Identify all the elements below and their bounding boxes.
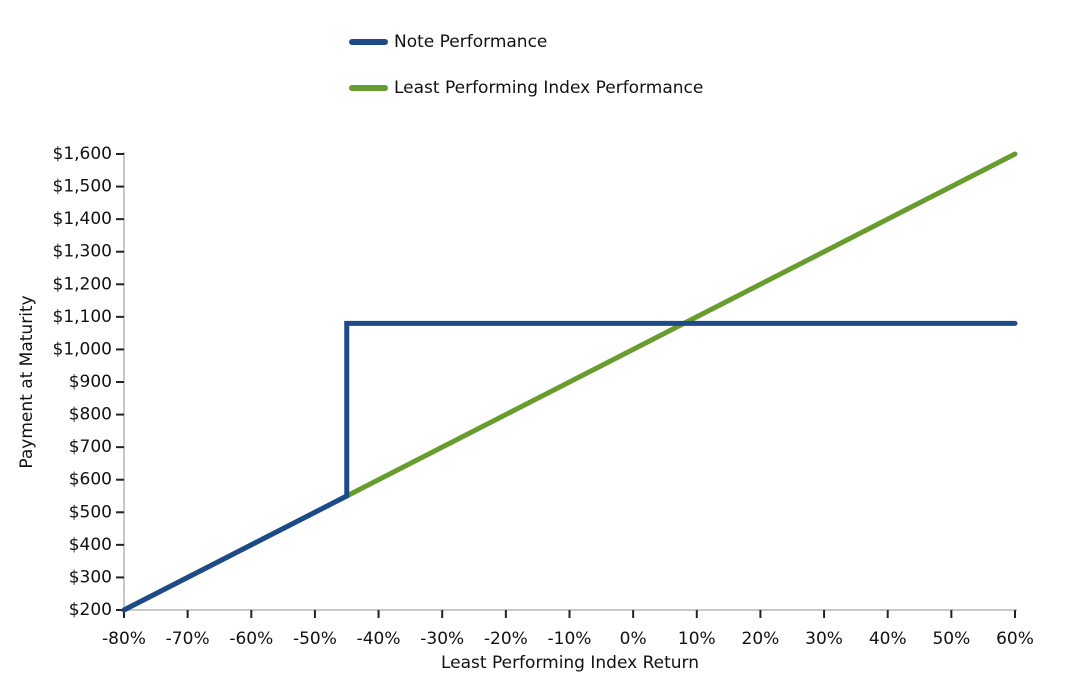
x-tick-label: -20%	[484, 629, 528, 649]
y-tick-label: $800	[69, 405, 112, 425]
x-tick-label: -10%	[548, 629, 592, 649]
y-tick-label: $1,500	[53, 177, 112, 197]
x-tick-label: 40%	[869, 629, 907, 649]
x-tick-label: 20%	[742, 629, 780, 649]
legend-label: Least Performing Index Performance	[394, 78, 703, 98]
y-tick-label: $500	[69, 502, 112, 522]
y-axis-label: Payment at Maturity	[17, 295, 37, 468]
x-tick-label: -40%	[357, 629, 401, 649]
x-tick-label: 10%	[678, 629, 716, 649]
x-axis-label: Least Performing Index Return	[441, 653, 699, 673]
y-tick-label: $300	[69, 567, 112, 587]
x-tick-label: -30%	[420, 629, 464, 649]
y-tick-label: $1,100	[53, 307, 112, 327]
x-tick-label: -50%	[293, 629, 337, 649]
y-tick-label: $900	[69, 372, 112, 392]
x-tick-label: -80%	[102, 629, 146, 649]
x-tick-label: 60%	[996, 629, 1034, 649]
y-tick-label: $700	[69, 437, 112, 457]
x-tick-label: -70%	[166, 629, 210, 649]
x-tick-label: 30%	[805, 629, 843, 649]
x-tick-label: 0%	[620, 629, 647, 649]
y-tick-label: $1,300	[53, 242, 112, 262]
y-tick-label: $1,600	[53, 144, 112, 164]
y-tick-label: $1,400	[53, 209, 112, 229]
y-tick-label: $1,000	[53, 339, 112, 359]
legend-label: Note Performance	[394, 32, 547, 52]
y-tick-label: $600	[69, 470, 112, 490]
x-tick-label: 50%	[932, 629, 970, 649]
series-line	[121, 320, 1018, 613]
y-tick-label: $200	[69, 600, 112, 620]
y-tick-label: $400	[69, 535, 112, 555]
x-tick-label: -60%	[229, 629, 273, 649]
y-tick-label: $1,200	[53, 274, 112, 294]
